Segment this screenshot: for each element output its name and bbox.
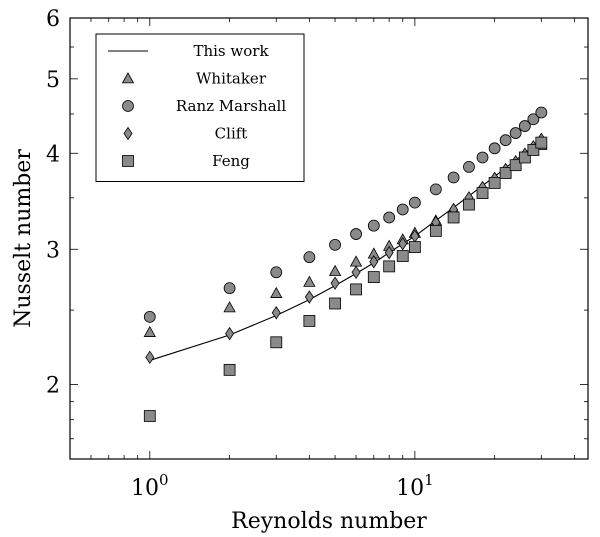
data-point-feng [143,410,156,422]
data-point-ranz-marshall [535,106,548,119]
data-point-whitaker [143,325,156,337]
data-point-ranz-marshall [488,142,501,155]
y-tick-label: 5 [46,68,60,93]
plot-frame [69,17,589,460]
data-point-ranz-marshall [408,196,421,209]
data-point-feng [527,144,540,156]
data-point-whitaker [349,255,363,267]
data-point-feng [463,198,475,211]
data-point-clift [271,306,281,320]
data-point-feng [383,260,396,273]
legend-swatch-clift [123,126,133,141]
data-point-ranz-marshall [223,282,236,295]
data-point-ranz-marshall [303,251,316,264]
data-point-ranz-marshall [509,127,522,139]
data-point-clift [225,326,235,341]
data-point-feng [350,283,362,296]
data-point-clift [330,276,340,290]
x-tick-label: 100 [131,471,169,501]
data-point-feng [447,211,460,224]
y-tick-label: 3 [46,238,60,263]
legend-swatch-ranz-marshall [122,100,134,112]
data-point-feng [488,177,501,189]
legend-label-feng: Feng [212,152,250,170]
data-point-clift [304,290,314,304]
data-point-feng [429,224,442,237]
data-point-feng [499,167,512,179]
data-point-clift [398,237,408,251]
data-point-clift [384,245,394,260]
plot-markers [143,106,548,422]
data-point-ranz-marshall [270,266,283,279]
data-point-ranz-marshall [429,183,442,196]
data-point-clift [351,265,361,280]
data-point-feng [223,363,236,376]
data-point-feng [476,187,489,200]
data-point-clift [369,255,379,269]
legend-label-clift: Clift [215,125,248,143]
y-axis-label: Nusselt number [11,149,36,328]
data-point-clift [145,350,155,365]
data-point-feng [367,271,380,283]
data-point-feng [329,297,341,310]
x-tick-label: 101 [396,471,434,501]
data-point-ranz-marshall [527,113,540,126]
data-point-feng [396,250,409,262]
data-point-ranz-marshall [396,203,409,216]
data-point-whitaker [303,275,316,287]
data-point-whitaker [223,301,236,313]
data-point-ranz-marshall [499,134,512,147]
legend-swatch-whitaker [121,72,135,84]
data-point-ranz-marshall [367,219,380,232]
data-point-ranz-marshall [476,151,489,164]
y-tick-label: 4 [46,142,60,167]
data-point-feng [535,136,548,149]
data-point-whitaker [328,264,342,276]
legend-label-this-work: This work [193,42,269,60]
legend-label-whitaker: Whitaker [196,70,267,88]
legend-swatch-feng [122,155,134,167]
y-tick-label: 2 [46,374,60,399]
data-point-ranz-marshall [329,238,341,251]
legend-label-ranz-marshall: Ranz Marshall [176,97,286,115]
data-point-ranz-marshall [463,161,475,173]
data-point-whitaker [270,286,283,298]
data-point-feng [518,151,531,164]
data-point-ranz-marshall [518,120,531,132]
tick-labels: 2 3 4 5 6 100 101 [46,7,434,501]
data-point-ranz-marshall [350,228,362,240]
legend: This work Whitaker Ranz Marshall Clift Feng [95,33,305,182]
data-point-feng [303,315,316,327]
data-point-ranz-marshall [383,211,396,224]
data-point-feng [509,159,522,172]
y-tick-label: 6 [46,7,60,32]
data-point-feng [270,336,283,349]
data-point-ranz-marshall [143,310,156,323]
axis-ticks [69,17,588,459]
data-point-feng [408,241,421,253]
x-axis-label: Reynolds number [231,509,427,534]
data-point-ranz-marshall [447,171,460,184]
